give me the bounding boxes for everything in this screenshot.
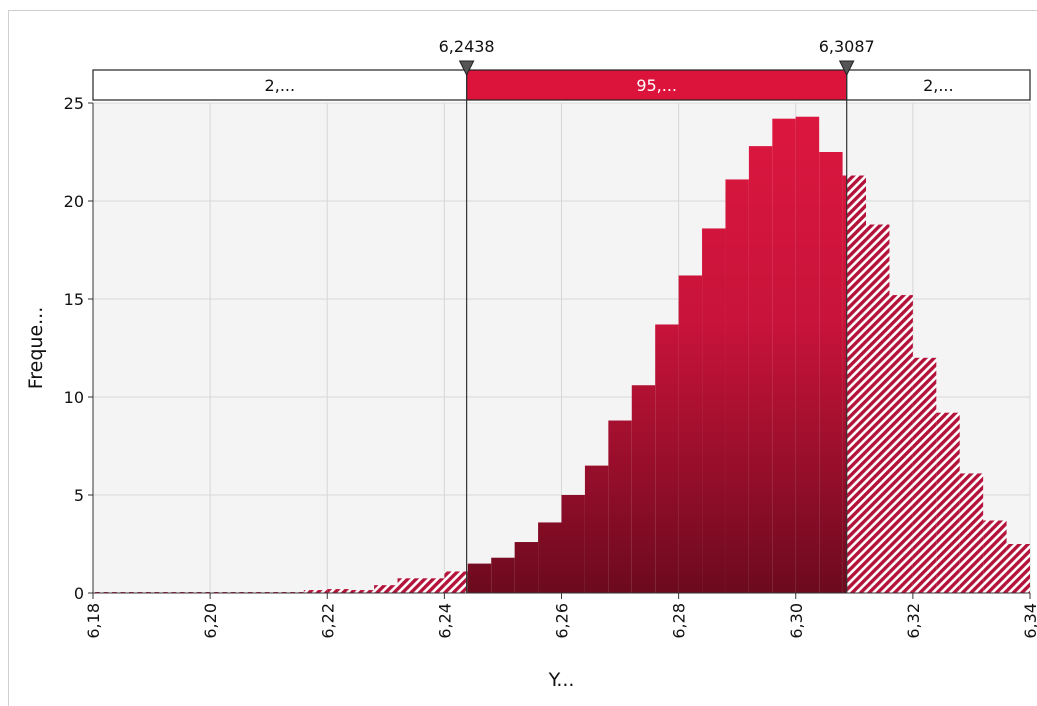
band-left[interactable] [92, 69, 468, 101]
histogram-bar [655, 324, 679, 593]
y-tick-label: 15 [64, 290, 84, 309]
histogram-bar [795, 116, 820, 593]
band-right-label: 2,... [923, 76, 954, 95]
histogram-bar [350, 590, 375, 593]
histogram-bar [420, 578, 445, 593]
histogram-bar [702, 228, 726, 593]
x-tick-label: 6,28 [670, 603, 689, 639]
band-left-label: 2,... [265, 76, 296, 95]
histogram-bar [327, 589, 351, 593]
histogram-bar [866, 224, 890, 593]
x-axis-title: Y... [548, 669, 575, 691]
marker-handle-icon[interactable] [838, 60, 855, 77]
y-tick-label: 0 [74, 584, 84, 603]
y-tick-label: 10 [64, 388, 84, 407]
histogram-bar [912, 357, 937, 593]
histogram-bar [1006, 544, 1030, 593]
x-tick-label: 6,34 [1021, 603, 1037, 639]
chart-frame [8, 10, 1037, 706]
y-tick-label: 20 [64, 192, 84, 211]
histogram-bar [842, 175, 847, 593]
x-tick-label: 6,30 [787, 603, 806, 639]
histogram-bar [959, 473, 984, 593]
histogram-bar [538, 522, 562, 593]
histogram-bar [748, 146, 773, 593]
histogram-bar [584, 465, 609, 593]
histogram-bar [561, 495, 585, 593]
histogram-bar [467, 563, 492, 593]
histogram-bar [303, 590, 328, 593]
histogram-bar [631, 385, 656, 593]
histogram-bar [846, 175, 867, 593]
histogram-bar [819, 152, 843, 593]
marker-handle-icon[interactable] [458, 60, 475, 77]
y-tick-label: 5 [74, 486, 84, 505]
y-tick-label: 25 [64, 94, 84, 113]
band-right[interactable] [846, 69, 1031, 101]
histogram-bar [678, 275, 703, 593]
x-tick-label: 6,24 [435, 603, 454, 639]
x-tick-label: 6,32 [904, 603, 923, 639]
histogram-bar [936, 412, 960, 593]
y-axis-title: Freque... [25, 307, 47, 390]
histogram-bar [983, 520, 1007, 593]
band-middle-label: 95,... [636, 76, 677, 95]
histogram-bar [608, 420, 632, 593]
histogram-bar [444, 571, 467, 593]
x-tick-label: 6,20 [201, 603, 220, 639]
histogram-bar [491, 557, 515, 593]
marker-value-label: 6,3087 [819, 37, 875, 56]
histogram-bar [725, 179, 749, 593]
histogram-bar [772, 118, 796, 594]
histogram-bar [374, 585, 398, 593]
histogram-bar [514, 542, 539, 593]
histogram-bar [397, 578, 421, 593]
histogram-bar [889, 295, 913, 593]
x-tick-label: 6,22 [318, 603, 337, 639]
marker-value-label: 6,2438 [439, 37, 495, 56]
x-tick-label: 6,26 [553, 603, 572, 639]
x-tick-label: 6,18 [84, 603, 103, 639]
